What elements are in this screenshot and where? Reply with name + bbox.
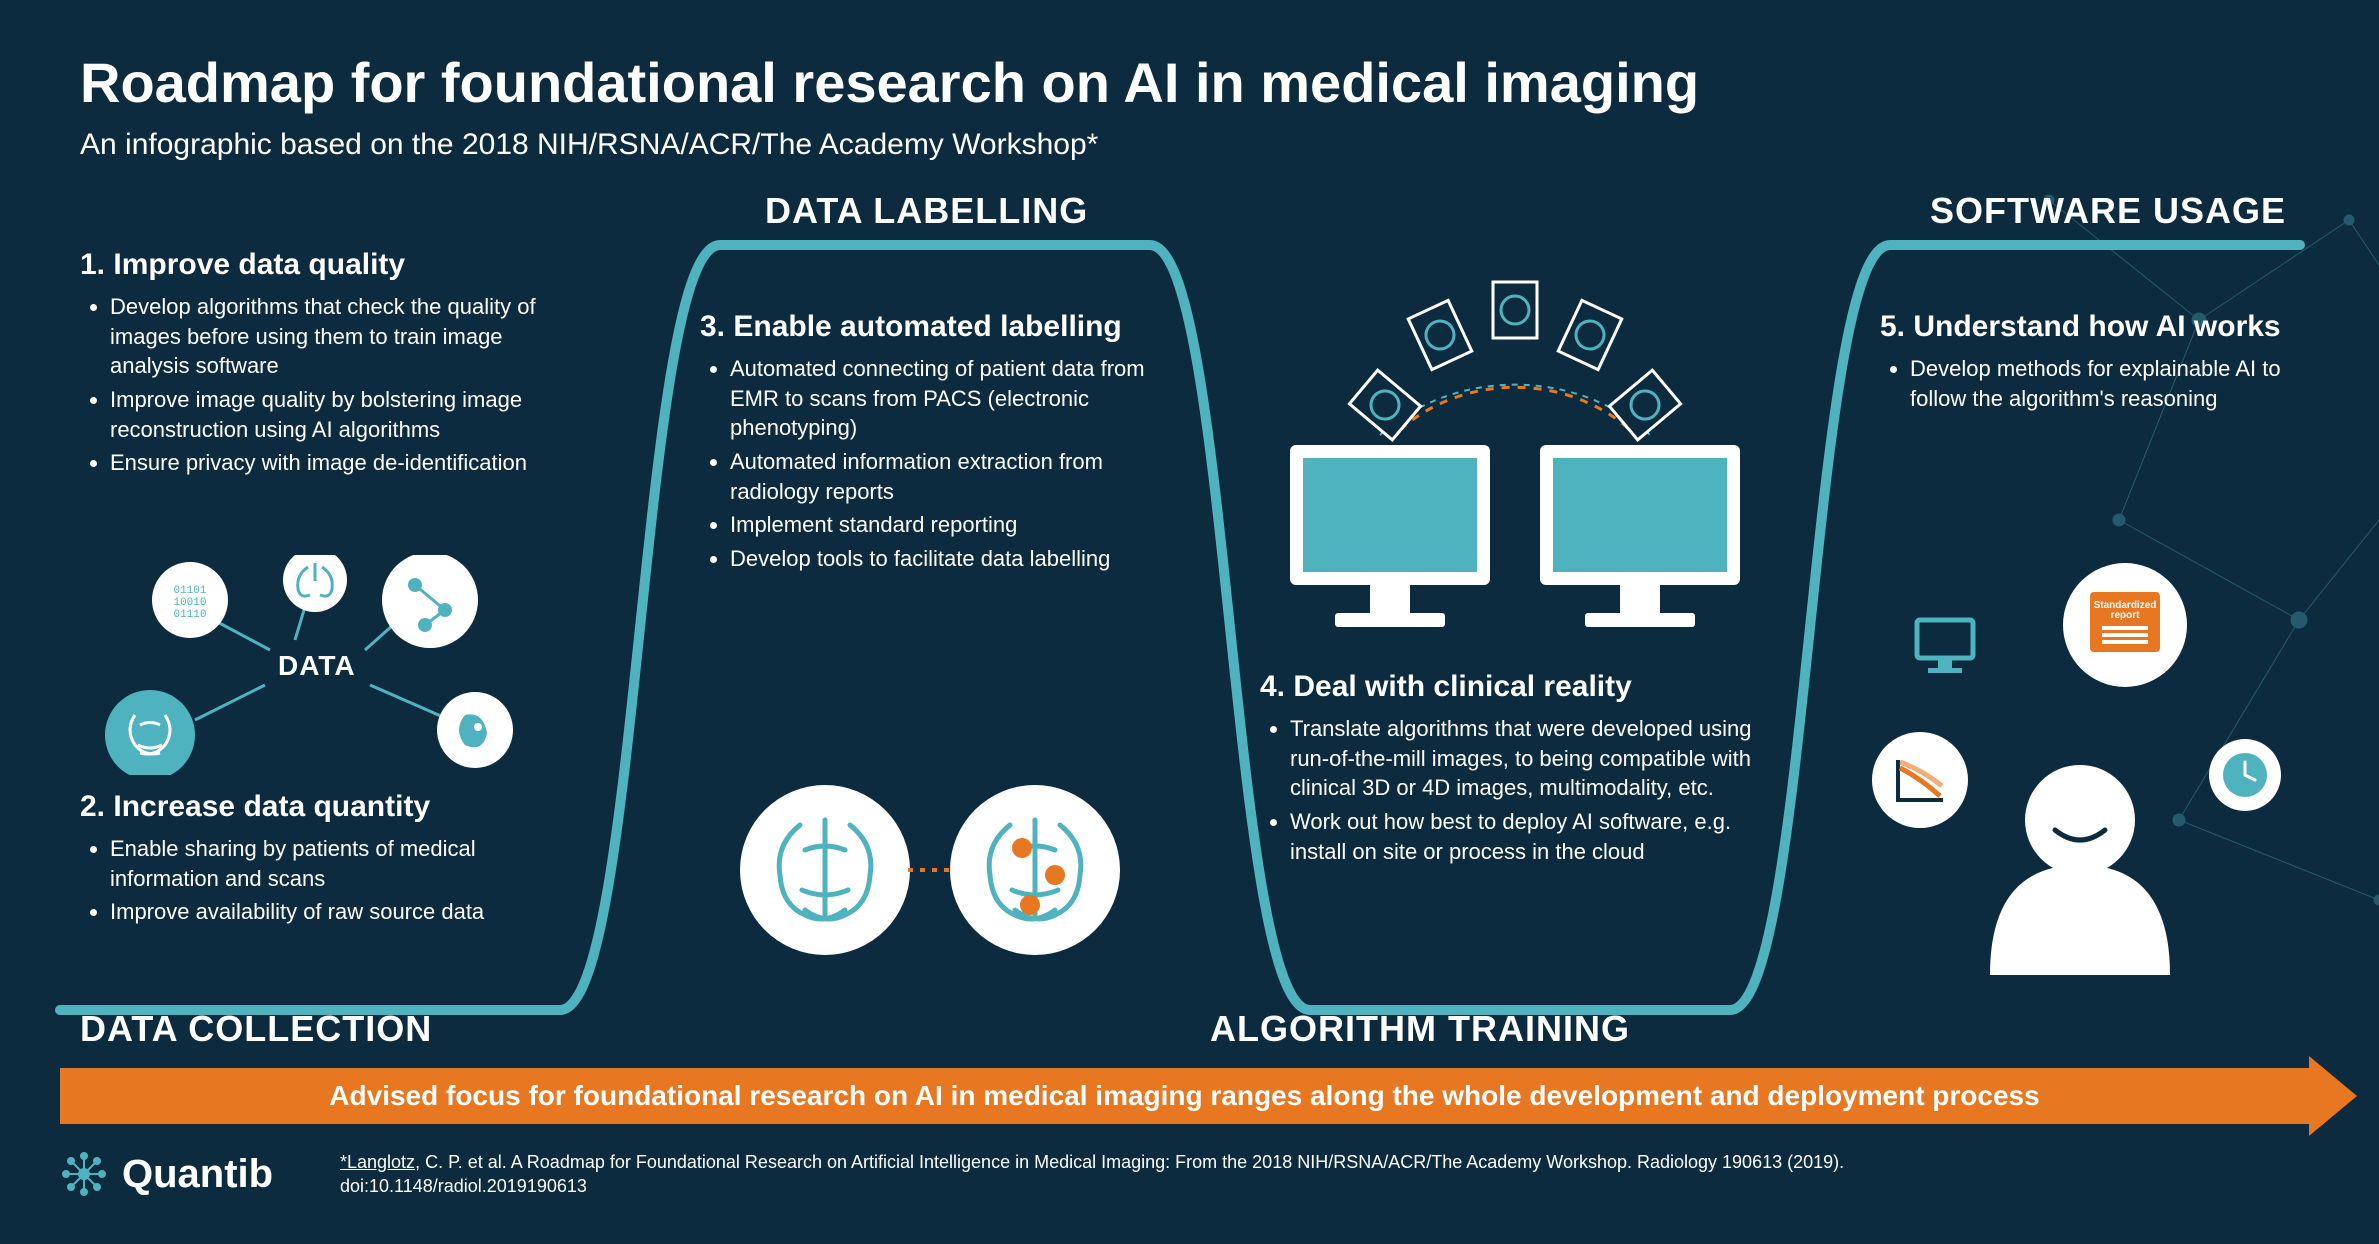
section-3-heading: 3. Enable automated labelling — [700, 310, 1160, 344]
list-item: Translate algorithms that were developed… — [1290, 714, 1760, 803]
section-4: 4. Deal with clinical reality Translate … — [1260, 670, 1760, 870]
list-item: Develop methods for explainable AI to fo… — [1910, 354, 2300, 413]
svg-text:01101: 01101 — [173, 585, 206, 597]
section-5: 5. Understand how AI works Develop metho… — [1880, 310, 2300, 417]
citation-doi: doi:10.1148/radiol.2019190613 — [340, 1176, 587, 1196]
focus-arrow: Advised focus for foundational research … — [60, 1068, 2309, 1124]
list-item: Enable sharing by patients of medical in… — [110, 834, 580, 893]
page-subtitle: An infographic based on the 2018 NIH/RSN… — [80, 128, 1098, 162]
algorithm-training-illustration — [1235, 255, 1795, 655]
list-item: Implement standard reporting — [730, 510, 1160, 540]
citation: *Langlotz, C. P. et al. A Roadmap for Fo… — [340, 1150, 2299, 1199]
data-label: DATA — [278, 650, 356, 682]
citation-text: , C. P. et al. A Roadmap for Foundationa… — [415, 1152, 1844, 1172]
list-item: Automated connecting of patient data fro… — [730, 354, 1160, 443]
quantib-logo-text: Quantib — [122, 1152, 273, 1197]
section-2-heading: 2. Increase data quantity — [80, 790, 580, 824]
list-item: Ensure privacy with image de-identificat… — [110, 448, 580, 478]
section-3: 3. Enable automated labelling Automated … — [700, 310, 1160, 578]
stage-algorithm-training: ALGORITHM TRAINING — [1210, 1008, 1630, 1050]
citation-author: *Langlotz — [340, 1152, 415, 1172]
quantib-logo-mark — [60, 1150, 108, 1198]
stage-data-collection: DATA COLLECTION — [80, 1008, 432, 1050]
list-item: Improve availability of raw source data — [110, 897, 580, 927]
svg-text:10010: 10010 — [173, 597, 206, 609]
list-item: Improve image quality by bolstering imag… — [110, 385, 580, 444]
list-item: Develop tools to facilitate data labelli… — [730, 544, 1160, 574]
data-icon-cluster: 01101 10010 01110 DATA — [80, 555, 560, 775]
list-item: Work out how best to deploy AI software,… — [1290, 807, 1760, 866]
section-5-heading: 5. Understand how AI works — [1880, 310, 2300, 344]
stage-software-usage: SOFTWARE USAGE — [1930, 190, 2286, 232]
software-usage-illustration: Standardized report — [1850, 520, 2310, 980]
section-1-heading: 1. Improve data quality — [80, 248, 580, 282]
brain-labelling-illustration — [730, 770, 1130, 970]
report-icon: Standardized report — [2090, 592, 2160, 652]
quantib-logo: Quantib — [60, 1150, 273, 1198]
list-item: Develop algorithms that check the qualit… — [110, 292, 580, 381]
section-2: 2. Increase data quantity Enable sharing… — [80, 790, 580, 931]
list-item: Automated information extraction from ra… — [730, 447, 1160, 506]
page-title: Roadmap for foundational research on AI … — [80, 50, 1699, 115]
svg-text:01110: 01110 — [173, 609, 206, 621]
section-1: 1. Improve data quality Develop algorith… — [80, 248, 580, 482]
stage-data-labelling: DATA LABELLING — [765, 190, 1088, 232]
arrow-text: Advised focus for foundational research … — [329, 1080, 2039, 1112]
section-4-heading: 4. Deal with clinical reality — [1260, 670, 1760, 704]
